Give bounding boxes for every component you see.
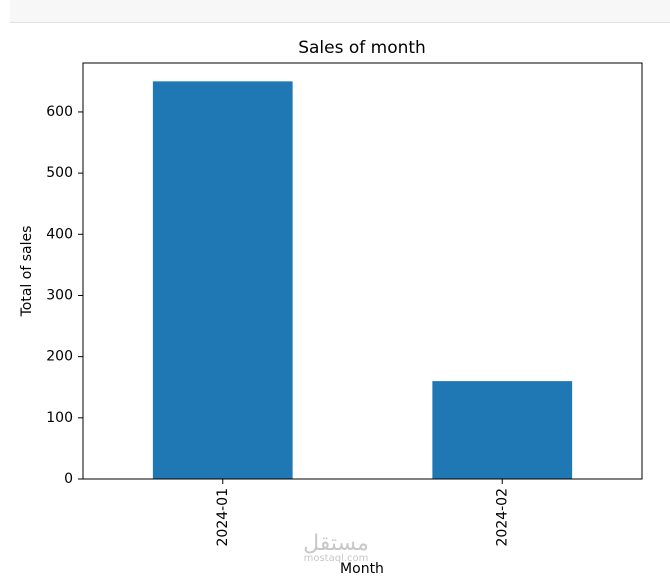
y-tick-label: 600 [46,104,73,120]
bar-2024-01 [152,81,293,480]
y-axis-ticks: 0 100 200 300 400 500 600 [46,104,83,487]
y-tick-label: 400 [46,226,73,242]
y-tick-label: 500 [46,165,73,181]
x-tick-label: 2024-02 [494,488,510,547]
chart-title: Sales of month [298,38,426,58]
x-axis-label: Month [340,561,384,577]
y-tick-label: 100 [46,410,73,426]
y-tick-label: 200 [46,349,73,365]
y-axis-label: Total of sales [19,226,35,318]
bar-2024-02 [432,381,573,479]
cell-output-header-strip [10,0,670,23]
bars-group [152,81,573,480]
x-tick-label: 2024-01 [215,488,231,547]
x-axis-ticks: 2024-01 2024-02 [215,479,510,547]
y-tick-label: 0 [64,471,73,487]
plot-frame [82,62,643,480]
watermark-logo: مستقل [303,531,369,556]
watermark-url: mostaql.com [304,553,369,564]
y-tick-label: 300 [46,287,73,303]
